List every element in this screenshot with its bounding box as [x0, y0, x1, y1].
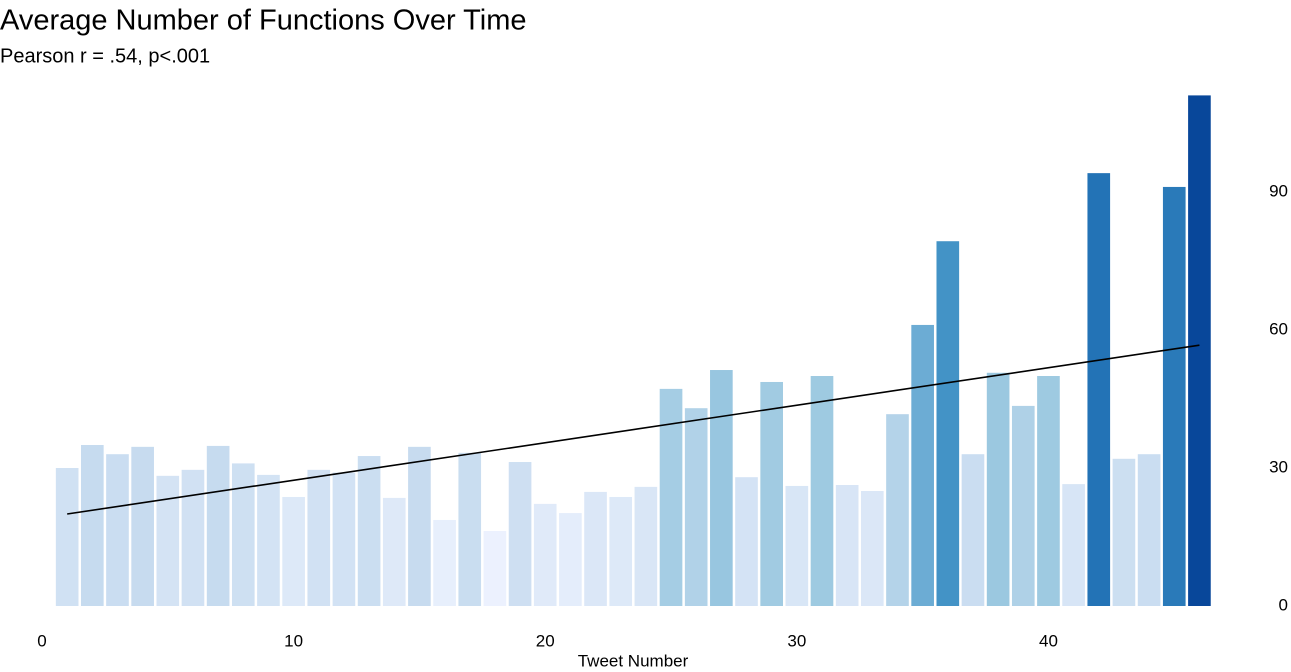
bar [206, 445, 230, 606]
bar [911, 324, 934, 606]
bar [735, 477, 758, 606]
bar [886, 414, 909, 606]
bar [559, 513, 582, 606]
bar [181, 469, 205, 606]
bar [936, 241, 960, 606]
y-tick-label: 90 [1269, 181, 1288, 200]
x-tick-label: 20 [536, 631, 555, 650]
trend-line [67, 344, 1200, 515]
bar [257, 474, 280, 606]
y-tick-label: 0 [1279, 595, 1288, 614]
bar [332, 472, 356, 606]
bar [508, 462, 532, 606]
bar [986, 372, 1010, 606]
bar [382, 497, 406, 606]
bar [458, 452, 482, 606]
bar [106, 454, 129, 606]
bar [156, 475, 180, 606]
bar [1162, 186, 1186, 606]
bar [408, 446, 431, 606]
bar [433, 519, 456, 606]
bar [1137, 454, 1161, 606]
y-tick-label: 30 [1269, 457, 1288, 476]
y-tick-label: 60 [1269, 319, 1288, 338]
bar [357, 456, 381, 606]
x-tick-label: 0 [37, 631, 46, 650]
bar [1062, 484, 1085, 606]
x-tick-label: 30 [787, 631, 806, 650]
bar [1112, 458, 1136, 606]
bar [584, 491, 607, 606]
bar [835, 485, 859, 606]
x-tick-label: 10 [284, 631, 303, 650]
bar [1188, 95, 1211, 607]
bar [861, 491, 884, 606]
bar [1087, 173, 1111, 606]
bar [1037, 376, 1060, 606]
bar [81, 445, 104, 606]
chart-title: Average Number of Functions Over Time [0, 5, 527, 37]
x-axis-label: Tweet Number [578, 651, 689, 670]
bar [609, 496, 633, 606]
bar [1011, 405, 1035, 606]
bar [55, 468, 79, 606]
bar [307, 469, 331, 606]
bar [961, 454, 985, 606]
bar [810, 376, 834, 606]
bar [483, 531, 507, 606]
bar [282, 496, 305, 606]
bar [684, 408, 708, 606]
bar [659, 388, 683, 606]
bar [231, 463, 255, 606]
x-tick-label: 40 [1039, 631, 1058, 650]
bar [760, 381, 783, 606]
bar [785, 485, 809, 606]
chart-subtitle: Pearson r = .54, p<.001 [0, 45, 210, 67]
bar [533, 503, 557, 606]
bar [131, 446, 154, 606]
bar [634, 486, 658, 606]
bar [710, 370, 733, 606]
